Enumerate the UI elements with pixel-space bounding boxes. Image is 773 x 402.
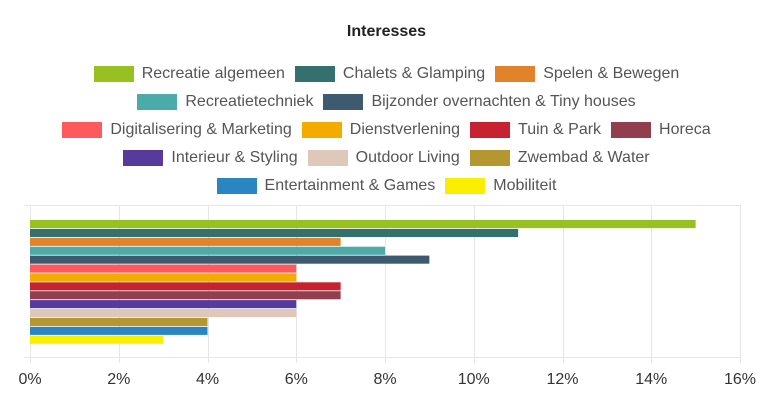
chart-title: Interesses xyxy=(346,23,427,40)
legend-row: Interieur & Styling Outdoor Living Zwembad… xyxy=(0,144,773,172)
legend-swatch xyxy=(469,150,510,166)
x-tick-label: 10% xyxy=(458,371,490,388)
legend-item-entertainment-and-games[interactable]: Entertainment & Games xyxy=(216,177,436,195)
legend-swatch xyxy=(301,122,342,138)
legend-row: Digitalisering & Marketing Dienstverlenin… xyxy=(0,116,773,144)
legend-swatch xyxy=(470,122,511,138)
x-tick-label: 12% xyxy=(546,371,578,388)
legend-swatch xyxy=(445,178,486,194)
bar-dienstverlening xyxy=(30,273,297,282)
legend-swatch xyxy=(216,178,257,194)
legend-item-mobiliteit[interactable]: Mobiliteit xyxy=(445,177,556,195)
legend-label: Mobiliteit xyxy=(493,177,557,194)
bar-mobiliteit xyxy=(30,335,164,344)
legend-swatch xyxy=(62,122,103,138)
legend-item-tuin-and-park[interactable]: Tuin & Park xyxy=(470,121,601,139)
legend-item-bijzonder-overnachten-and-tiny-houses[interactable]: Bijzonder overnachten & Tiny houses xyxy=(323,93,636,111)
legend-item-outdoor-living[interactable]: Outdoor Living xyxy=(307,149,460,167)
bar-chalets-and-glamping xyxy=(30,228,519,237)
legend-swatch xyxy=(307,150,348,166)
bar-zwembad-and-water xyxy=(30,317,208,326)
legend-swatch xyxy=(294,66,335,82)
x-tick-label: 2% xyxy=(107,371,130,388)
legend-item-horeca[interactable]: Horeca xyxy=(611,121,711,139)
legend: Recreatie algemeen Chalets & Glamping Spel… xyxy=(0,60,773,200)
legend-label: Spelen & Bewegen xyxy=(543,65,680,82)
legend-swatch xyxy=(611,122,652,138)
x-tick-label: 0% xyxy=(18,371,41,388)
bar-interieur-and-styling xyxy=(30,300,297,309)
bar-recreatie-algemeen xyxy=(30,220,696,229)
legend-item-interieur-and-styling[interactable]: Interieur & Styling xyxy=(123,149,298,167)
legend-label: Tuin & Park xyxy=(518,121,602,138)
legend-row: Entertainment & Games Mobiliteit xyxy=(0,172,773,200)
legend-label: Horeca xyxy=(659,121,711,138)
legend-swatch xyxy=(123,150,164,166)
legend-label: Recreatietechniek xyxy=(185,93,314,110)
legend-label: Chalets & Glamping xyxy=(342,65,486,82)
bar-outdoor-living xyxy=(30,309,297,318)
bar-entertainment-and-games xyxy=(30,326,208,335)
legend-item-zwembad-and-water[interactable]: Zwembad & Water xyxy=(469,149,650,167)
legend-swatch xyxy=(137,94,178,110)
legend-item-recreatietechniek[interactable]: Recreatietechniek xyxy=(137,93,313,111)
legend-label: Zwembad & Water xyxy=(517,149,650,166)
bar-horeca xyxy=(30,291,341,300)
bar-digitalisering-and-marketing xyxy=(30,264,297,273)
legend-label: Outdoor Living xyxy=(355,149,460,166)
legend-item-spelen-and-bewegen[interactable]: Spelen & Bewegen xyxy=(495,65,679,83)
legend-label: Bijzonder overnachten & Tiny houses xyxy=(371,93,636,110)
x-tick-label: 4% xyxy=(196,371,219,388)
legend-item-chalets-and-glamping[interactable]: Chalets & Glamping xyxy=(294,65,486,83)
bar-tuin-and-park xyxy=(30,282,341,291)
x-tick-label: 6% xyxy=(285,371,308,388)
legend-swatch xyxy=(323,94,364,110)
x-tick-label: 8% xyxy=(373,371,396,388)
x-tick-label: 14% xyxy=(635,371,667,388)
legend-label: Recreatie algemeen xyxy=(141,65,285,82)
legend-label: Interieur & Styling xyxy=(171,149,298,166)
legend-label: Dienstverlening xyxy=(349,121,461,138)
bar-recreatietechniek xyxy=(30,246,385,255)
legend-swatch xyxy=(495,66,536,82)
legend-label: Entertainment & Games xyxy=(264,177,436,194)
legend-item-dienstverlening[interactable]: Dienstverlening xyxy=(301,121,461,139)
legend-row: Recreatietechniek Bijzonder overnachten &… xyxy=(0,88,773,116)
bar-spelen-and-bewegen xyxy=(30,237,341,246)
legend-swatch xyxy=(93,66,134,82)
x-tick-label: 16% xyxy=(724,371,756,388)
legend-row: Recreatie algemeen Chalets & Glamping Spel… xyxy=(0,60,773,88)
legend-label: Digitalisering & Marketing xyxy=(110,121,292,138)
legend-item-recreatie-algemeen[interactable]: Recreatie algemeen xyxy=(93,65,285,83)
legend-item-digitalisering-and-marketing[interactable]: Digitalisering & Marketing xyxy=(62,121,292,139)
bar-bijzonder-overnachten-and-tiny-houses xyxy=(30,255,430,264)
